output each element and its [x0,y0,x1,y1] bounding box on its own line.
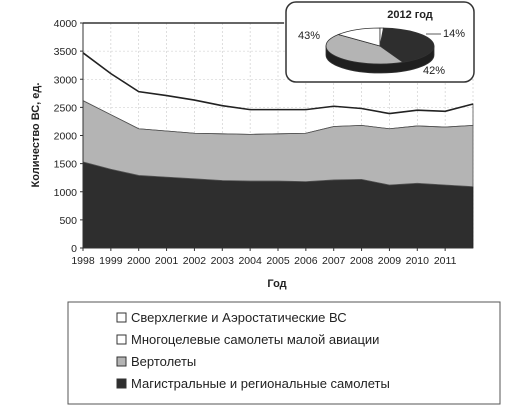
x-tick-label: 2002 [183,255,207,267]
y-tick-label: 1000 [54,187,78,199]
y-axis-title: Количество ВС, ед. [30,83,42,188]
x-tick-label: 2006 [294,255,318,267]
x-tick-label: 1999 [99,255,123,267]
pie-slice-label: 42% [423,65,445,77]
x-tick-label: 1998 [71,255,95,267]
x-tick-label: 2010 [406,255,430,267]
pie-slice [379,27,384,47]
y-tick-label: 3000 [54,74,78,86]
legend-label: Вертолеты [131,354,196,369]
x-tick-label: 2009 [378,255,402,267]
legend-label: Магистральные и региональные самолеты [131,376,390,391]
axes: 0 500 1000 1500 2000 2500 3000 3500 4000 1998 1999… [54,18,473,267]
y-tick-label: 3500 [54,46,78,58]
y-tick-label: 2500 [54,102,78,114]
pie-inset: 2012 год 42% 43% 14% [285,1,475,83]
pie-slice-label: 14% [443,28,465,40]
x-tick-label: 2007 [322,255,346,267]
y-tick-label: 4000 [54,18,78,30]
legend-swatch [116,334,127,345]
legend-swatch [116,356,127,367]
y-tick-label: 1500 [54,159,78,171]
legend-label: Многоцелевые самолеты малой авиации [131,332,379,347]
y-tick-label: 0 [71,243,77,255]
x-tick-label: 2003 [211,255,235,267]
pie-slice [325,34,405,65]
x-tick-label: 2005 [266,255,290,267]
x-tick-label: 2000 [127,255,151,267]
legend: Сверхлегкие и Аэростатические ВС Многоцел… [67,301,501,405]
y-tick-label: 500 [59,215,77,227]
y-tick-label: 2000 [54,131,78,143]
area-series [82,52,474,249]
pie-slice [379,27,435,63]
legend-label: Сверхлегкие и Аэростатические ВС [131,310,347,325]
legend-items: Сверхлегкие и Аэростатические ВС Многоцел… [116,310,390,391]
x-tick-label: 2008 [350,255,374,267]
x-tick-label: 2011 [434,255,457,267]
x-tick-label: 2004 [238,255,262,267]
x-axis-title: Год [267,278,286,290]
legend-frame [67,301,501,405]
total-line [82,52,474,115]
x-tick-label: 2001 [155,255,179,267]
pie-slice-label: 43% [298,30,320,42]
pie-title: 2012 год [387,9,433,21]
legend-swatch [116,312,127,323]
legend-swatch [116,378,127,389]
pie-slices: 42% 43% 14% [298,27,465,77]
